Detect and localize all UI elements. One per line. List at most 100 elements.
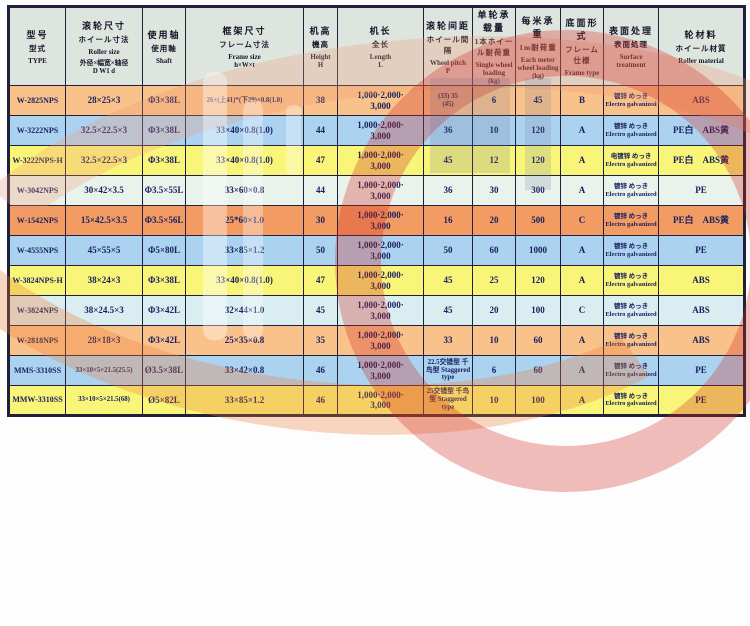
surface-zh: 镀锌 めっき [613,363,649,371]
header-cell-4: 机高 機高 Height H [303,6,338,86]
header-line: H [317,62,324,69]
cell-single: 20 [472,205,516,236]
header-line: h×W×t [234,62,255,69]
header-line: 单轮承载量 [477,10,511,33]
header-line: Height [310,53,331,61]
cell-pitch: 22.5交错型 千鸟型 Staggered type [423,355,473,386]
header-line: 機高 [312,40,329,49]
cell-type: W-4555NPS [8,235,66,266]
header-line: 底面形式 [565,18,599,41]
header-cell-0: 型号 型式 TYPE [8,6,66,86]
cell-meter: 100 [515,385,561,416]
cell-meter: 45 [515,85,561,116]
cell-frame-type: A [560,115,604,146]
cell-surface: 电镀锌 めっき Electro galvanized [603,145,659,176]
cell-frame-type: A [560,145,604,176]
cell-surface: 镀锌 めっき Electro galvanized [603,175,659,206]
table-row: W-3824NPS 38×24.5×3 Φ3×42L 32×44×1.0 45 1,000… [8,295,745,326]
cell-shaft: Φ3×38L [142,145,186,176]
cell-length: 1,000·2,000· 3,000 [337,295,424,326]
cell-pitch: 16 [423,205,473,236]
surface-en: Electro galvanized [605,100,657,108]
header-line: Length [369,53,392,61]
header-cell-9: 底面形式 フレーム仕様 Frame type [560,6,604,86]
cell-material: ABS [658,325,745,356]
cell-material: ABS [658,295,745,326]
cell-frame: 33×42×0.8 [185,355,304,386]
header-line: 机长 [369,26,392,36]
cell-meter: 120 [515,115,561,146]
header-line: Each meter wheel loading [517,55,559,72]
cell-pitch: 36 [423,175,473,206]
cell-frame-type: B [560,85,604,116]
cell-surface: 镀锌 めっき Electro galvanized [603,205,659,236]
table-row: W-3042NPS 30×42×3.5 Φ3.5×55L 33×60×0.8 44 1,0… [8,175,745,206]
header-line: 1本ホイール耐荷重 [474,37,514,57]
surface-zh: 镀锌 めっき [613,333,649,341]
surface-zh: 镀锌 めっき [613,243,649,251]
cell-height: 47 [303,265,338,296]
cell-shaft: Φ3.5×55L [142,175,186,206]
header-line: (kg) [488,78,500,85]
cell-material: ABS [658,85,745,116]
cell-frame-type: A [560,385,604,416]
cell-frame: 26+(上41)*(下29)×0.8(1.0) [185,85,304,116]
cell-material: PE白 ABS黄 [658,205,745,236]
cell-surface: 镀锌 めっき Electro galvanized [603,115,659,146]
header-line: 外径×幅宽×轴径 [79,59,129,67]
cell-single: 10 [472,385,516,416]
header-line: Surface treatment [616,53,646,69]
cell-material: PE [658,235,745,266]
cell-roller: 33×10×5×21.5(25.5) [65,355,143,386]
cell-height: 35 [303,325,338,356]
cell-length: 1,000·2,000· 3,000 [337,85,424,116]
header-line: 型式 [29,44,46,53]
cell-roller: 38×24.5×3 [65,295,143,326]
cell-shaft: Φ3×38L [142,85,186,116]
cell-material: PE [658,175,745,206]
cell-surface: 镀锌 めっき Electro galvanized [603,385,659,416]
cell-shaft: Φ5×80L [142,235,186,266]
cell-meter: 300 [515,175,561,206]
table-row: W-3824NPS-H 38×24×3 Φ3×38L 33×40×0.8(1.0) 47… [8,265,745,296]
surface-zh: 镀锌 めっき [613,213,649,221]
cell-pitch: 33 [423,325,473,356]
cell-shaft: Φ3×38L [142,115,186,146]
cell-height: 30 [303,205,338,236]
cell-height: 46 [303,355,338,386]
header-line: Frame size [228,53,261,61]
header-cell-8: 每米承重 1m耐荷重 Each meter wheel loading (kg) [515,6,561,86]
cell-roller: 32.5×22.5×3 [65,145,143,176]
cell-type: W-2825NPS [8,85,66,116]
cell-roller: 32.5×22.5×3 [65,115,143,146]
surface-en: Electro galvanized [605,220,657,228]
header-line: 滚轮尺寸 [81,20,126,31]
cell-material: ABS [658,265,745,296]
cell-shaft: Φ3×42L [142,295,186,326]
header-cell-11: 轮材料 ホイール材質 Roller material [658,6,745,86]
header-line: 表面处理 [608,26,653,36]
cell-length: 1,000·2,000· 3,000 [337,325,424,356]
cell-frame-type: C [560,295,604,326]
cell-type: W-3824NPS [8,295,66,326]
table-row: W-1542NPS 15×42.5×3.5 Φ3.5×56L 25*60×1.0 30 1… [8,205,745,236]
surface-en: Electro galvanized [605,190,657,198]
table-row: MMW-3310SS 33×10×5×21.5(68) Ø5×82L 33×85×1.… [8,385,745,416]
table-row: W-2818NPS 28×18×3 Φ3×42L 25×35×0.8 35 1,000·2… [8,325,745,356]
spec-table-body: W-2825NPS 28×25×3 Φ3×38L 26+(上41)*(下29)×0.8… [8,85,745,416]
cell-meter: 1000 [515,235,561,266]
cell-roller: 15×42.5×3.5 [65,205,143,236]
cell-pitch: 36 [423,115,473,146]
header-line: 全长 [372,40,389,49]
header-line: (kg) [532,72,544,80]
cell-length: 1,000·2,000· 3,000 [337,385,424,416]
header-line: フレーム寸法 [219,40,270,49]
surface-en: Electro galvanized [605,160,657,168]
cell-surface: 镀锌 めっき Electro galvanized [603,355,659,386]
cell-meter: 100 [515,295,561,326]
table-row: MMS-3310SS 33×10×5×21.5(25.5) Ø3.5×38L 33×4… [8,355,745,386]
cell-type: MMW-3310SS [8,385,66,416]
cell-roller: 38×24×3 [65,265,143,296]
cell-height: 50 [303,235,338,266]
surface-en: Electro galvanized [605,370,657,378]
